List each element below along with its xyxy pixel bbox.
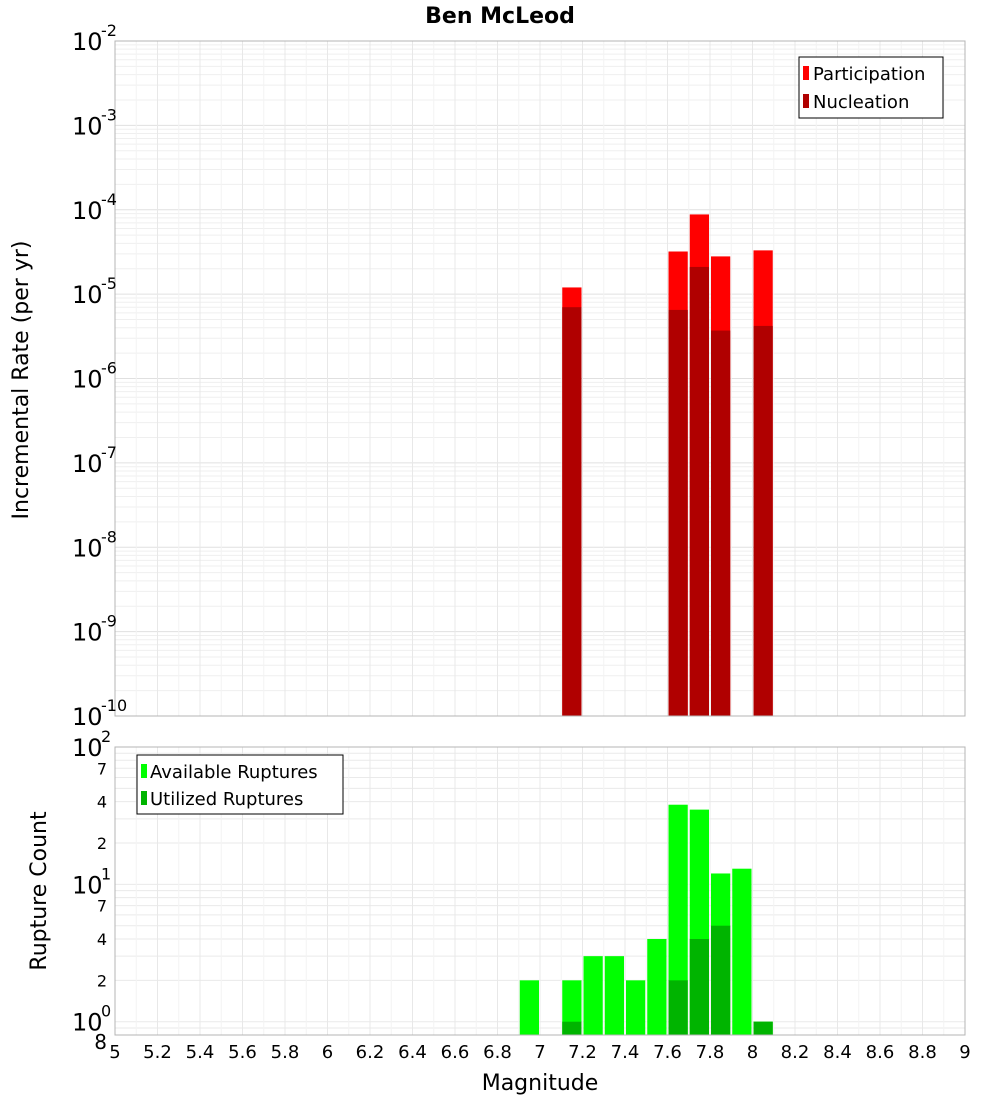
legend-label-available: Available Ruptures bbox=[150, 762, 318, 783]
y-minor-tick-label: 8 bbox=[94, 1030, 107, 1054]
bottom-plot-frame bbox=[114, 746, 966, 1036]
bar-available bbox=[732, 868, 752, 1035]
bar-utilized bbox=[711, 925, 731, 1035]
y-tick-exponent: -6 bbox=[101, 359, 117, 378]
bar-utilized bbox=[562, 1021, 582, 1035]
legend-swatch-available bbox=[141, 764, 147, 778]
x-tick-label: 8.8 bbox=[908, 1042, 937, 1063]
x-tick-label: 8.2 bbox=[781, 1042, 810, 1063]
x-tick-label: 5.4 bbox=[186, 1042, 215, 1063]
x-tick-label: 9 bbox=[959, 1042, 970, 1063]
top-y-axis-label: Incremental Rate (per yr) bbox=[9, 241, 34, 520]
x-tick-label: 6.8 bbox=[483, 1042, 512, 1063]
bar-available bbox=[562, 980, 582, 1035]
x-tick-label: 7.6 bbox=[653, 1042, 682, 1063]
bottom-bars bbox=[519, 804, 773, 1035]
y-tick-label: 10 bbox=[72, 197, 103, 225]
bar-available bbox=[519, 980, 539, 1035]
x-axis-label: Magnitude bbox=[482, 1071, 599, 1096]
bar-utilized bbox=[753, 1021, 773, 1035]
legend-swatch-utilized bbox=[141, 791, 147, 805]
y-tick-label: 10 bbox=[72, 1009, 103, 1037]
legend-label-participation: Participation bbox=[813, 64, 925, 85]
chart-title: Ben McLeod bbox=[425, 4, 575, 29]
y-minor-tick-label: 4 bbox=[97, 793, 107, 812]
bar-utilized bbox=[668, 980, 688, 1035]
bottom-gridlines bbox=[114, 746, 966, 1036]
y-minor-tick-label: 2 bbox=[97, 834, 107, 853]
y-tick-label: 10 bbox=[72, 450, 103, 478]
bar-available bbox=[626, 980, 646, 1035]
x-tick-label: 8 bbox=[747, 1042, 758, 1063]
bar-available bbox=[604, 956, 624, 1035]
y-tick-exponent: -10 bbox=[101, 696, 127, 715]
legend-label-utilized: Utilized Ruptures bbox=[150, 789, 303, 810]
y-tick-exponent: -3 bbox=[101, 105, 117, 124]
top-legend: Participation Nucleation bbox=[798, 56, 944, 119]
x-tick-label: 5 bbox=[109, 1042, 120, 1063]
y-tick-label: 10 bbox=[72, 28, 103, 56]
y-tick-exponent: -5 bbox=[101, 274, 117, 293]
y-minor-tick-label: 7 bbox=[97, 897, 107, 916]
x-tick-label: 7 bbox=[534, 1042, 545, 1063]
y-tick-exponent: 0 bbox=[101, 1002, 111, 1021]
legend-swatch-participation bbox=[803, 66, 809, 80]
y-tick-exponent: -9 bbox=[101, 612, 117, 631]
x-tick-label: 8.4 bbox=[823, 1042, 852, 1063]
legend-swatch-nucleation bbox=[803, 94, 809, 108]
y-tick-exponent: -8 bbox=[101, 527, 117, 546]
y-tick-label: 10 bbox=[72, 112, 103, 140]
y-tick-exponent: -4 bbox=[101, 190, 117, 209]
y-tick-exponent: 2 bbox=[101, 727, 111, 746]
y-minor-tick-label: 4 bbox=[97, 930, 107, 949]
x-tick-label: 5.8 bbox=[271, 1042, 300, 1063]
x-tick-label: 5.6 bbox=[228, 1042, 257, 1063]
top-bars bbox=[562, 214, 773, 717]
y-tick-exponent: -2 bbox=[101, 21, 117, 40]
bar-available bbox=[668, 804, 688, 1035]
y-tick-exponent: -7 bbox=[101, 443, 117, 462]
x-tick-label: 5.2 bbox=[143, 1042, 172, 1063]
x-tick-label: 7.4 bbox=[611, 1042, 640, 1063]
bar-nucleation bbox=[562, 307, 582, 716]
x-tick-label: 6.6 bbox=[441, 1042, 470, 1063]
bar-nucleation bbox=[668, 309, 688, 716]
x-tick-label: 8.6 bbox=[866, 1042, 895, 1063]
bottom-y-axis-label: Rupture Count bbox=[27, 811, 52, 971]
y-tick-label: 10 bbox=[72, 703, 103, 731]
y-tick-label: 10 bbox=[72, 871, 103, 899]
x-tick-label: 7.2 bbox=[568, 1042, 597, 1063]
y-tick-exponent: 1 bbox=[101, 864, 111, 883]
top-gridlines bbox=[114, 41, 966, 717]
x-tick-label: 6.2 bbox=[356, 1042, 385, 1063]
x-tick-label: 6 bbox=[322, 1042, 333, 1063]
bottom-legend-box bbox=[136, 754, 344, 815]
bar-nucleation bbox=[753, 325, 773, 716]
y-tick-label: 10 bbox=[72, 534, 103, 562]
legend-label-nucleation: Nucleation bbox=[813, 92, 909, 113]
bar-nucleation bbox=[711, 330, 731, 716]
x-ticks: 5 5.2 5.4 5.6 5.8 6 6.2 6.4 6.6 6.8 7 7.2 7.4 7.6 7.8 8… bbox=[109, 1042, 970, 1063]
bar-utilized bbox=[689, 939, 709, 1035]
x-tick-label: 6.4 bbox=[398, 1042, 427, 1063]
bar-nucleation bbox=[689, 266, 709, 716]
bar-available bbox=[583, 956, 603, 1035]
y-tick-label: 10 bbox=[72, 619, 103, 647]
y-tick-label: 10 bbox=[72, 734, 103, 762]
x-tick-label: 7.8 bbox=[696, 1042, 725, 1063]
top-legend-box bbox=[798, 56, 944, 119]
y-minor-tick-label: 7 bbox=[97, 759, 107, 778]
y-minor-tick-label: 2 bbox=[97, 971, 107, 990]
bar-available bbox=[647, 939, 667, 1035]
y-tick-label: 10 bbox=[72, 281, 103, 309]
y-tick-label: 10 bbox=[72, 366, 103, 394]
bottom-legend: Available Ruptures Utilized Ruptures bbox=[136, 754, 344, 815]
top-plot-frame bbox=[114, 40, 966, 717]
